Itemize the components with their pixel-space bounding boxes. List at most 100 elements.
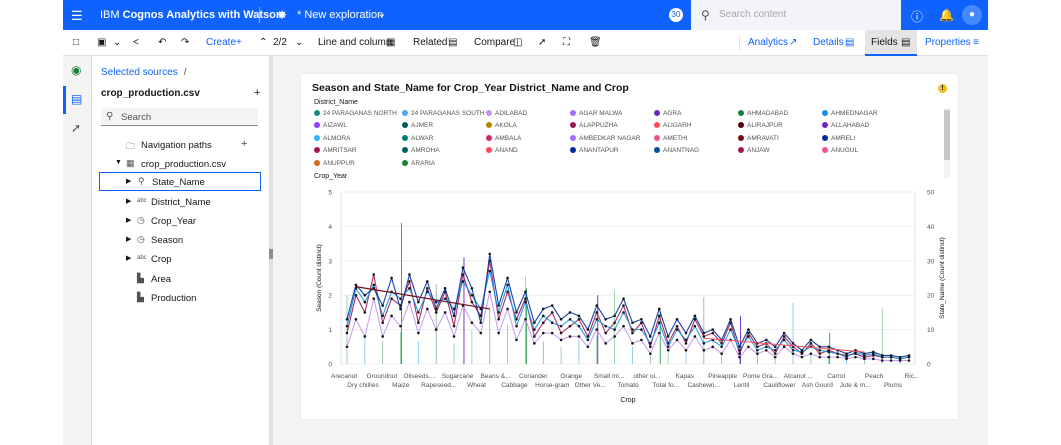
- legend-item[interactable]: AHMEDNAGAR: [822, 110, 878, 117]
- pin-panel-icon[interactable]: ➚: [71, 121, 82, 135]
- tree-item-crop[interactable]: ▶ abc Crop: [92, 250, 269, 269]
- fields-icon[interactable]: ▤: [901, 37, 911, 48]
- create-plus-icon[interactable]: +: [236, 37, 242, 48]
- caret-down-icon[interactable]: ▼: [115, 159, 122, 166]
- legend-item[interactable]: ALIRAJPUR: [738, 122, 783, 129]
- legend-item[interactable]: AIZAWL: [314, 122, 347, 129]
- help-icon[interactable]: ⓘ: [911, 10, 924, 24]
- compare-button[interactable]: Compare: [474, 37, 516, 48]
- properties-icon[interactable]: ≡: [973, 37, 979, 48]
- splitter-grip[interactable]: [269, 249, 273, 259]
- data-panel-icon[interactable]: ▤: [71, 92, 83, 106]
- search-input[interactable]: Search content: [719, 9, 787, 20]
- legend-item[interactable]: AGRA: [654, 110, 681, 117]
- notification-badge[interactable]: 30: [669, 8, 683, 22]
- legend-scrollbar-thumb[interactable]: [944, 110, 950, 160]
- tree-item-district-name[interactable]: ▶ abc District_Name: [92, 193, 269, 212]
- visualization-type-button[interactable]: Line and column: [318, 37, 392, 48]
- tree-item-area[interactable]: ▙ Area: [92, 270, 269, 289]
- panel-splitter[interactable]: [269, 56, 273, 445]
- caret-right-icon[interactable]: ▶: [126, 178, 132, 185]
- legend-item[interactable]: 24 PARAGANAS SOUTH: [402, 110, 485, 117]
- tree-item-state-name[interactable]: ▶ ⚲ State_Name: [99, 172, 261, 191]
- chevron-up-icon[interactable]: ⌃: [259, 37, 268, 48]
- redo-icon[interactable]: ↷: [181, 37, 190, 48]
- legend-item[interactable]: ANANTNAG: [654, 147, 699, 154]
- save-menu-chevron-icon[interactable]: ⌄: [113, 37, 122, 48]
- legend-item[interactable]: AMBALA: [486, 134, 521, 142]
- chevron-down-icon[interactable]: ⌄: [377, 8, 387, 20]
- tree-item-season[interactable]: ▶ ◷ Season: [92, 231, 269, 250]
- chart-type-icon[interactable]: ▦: [386, 37, 396, 48]
- caret-right-icon[interactable]: ▶: [126, 255, 132, 262]
- x-tick-label: Beans &...: [480, 373, 510, 380]
- hamburger-menu-icon[interactable]: ☰: [71, 8, 83, 23]
- legend-item[interactable]: ADILABAD: [486, 110, 527, 117]
- share-icon[interactable]: <: [133, 37, 139, 48]
- bell-icon[interactable]: 🔔: [939, 8, 954, 22]
- legend-item[interactable]: ANANTAPUR: [570, 147, 619, 154]
- analytics-icon[interactable]: ↗: [789, 37, 798, 48]
- exploration-title[interactable]: * New exploration: [297, 9, 384, 21]
- legend-item[interactable]: ALMORA: [314, 134, 350, 142]
- chevron-down-icon[interactable]: ⌄: [295, 37, 304, 48]
- details-icon[interactable]: ▤: [845, 37, 855, 48]
- caret-right-icon[interactable]: ▶: [126, 217, 132, 224]
- tab-fields[interactable]: Fields: [871, 37, 898, 48]
- legend-item[interactable]: ALWAR: [402, 134, 433, 142]
- tab-properties[interactable]: Properties: [925, 37, 971, 48]
- panel-search[interactable]: ⚲ Search: [101, 108, 258, 126]
- tree-item-navigation-paths[interactable]: 🗀 Navigation paths +: [92, 136, 269, 155]
- add-navigation-path-icon[interactable]: +: [241, 138, 248, 150]
- pin-icon[interactable]: ➚: [538, 37, 547, 48]
- legend-item[interactable]: ANAND: [486, 147, 518, 154]
- related-icon[interactable]: ▤: [448, 37, 458, 48]
- panel-search-input[interactable]: Search: [121, 112, 152, 123]
- legend-item[interactable]: AJMER: [402, 122, 433, 129]
- x-tick-label: Jute & m...: [840, 382, 871, 389]
- related-button[interactable]: Related: [413, 37, 448, 48]
- breadcrumb-selected-sources[interactable]: Selected sources: [101, 67, 178, 78]
- undo-icon[interactable]: ↶: [158, 37, 167, 48]
- legend-item[interactable]: AHMADABAD: [738, 110, 788, 117]
- data-point: [399, 297, 402, 300]
- legend-item[interactable]: ANUGUL: [822, 147, 858, 154]
- y-tick-right: 20: [927, 293, 935, 300]
- legend-scrollbar[interactable]: [944, 108, 950, 178]
- caret-right-icon[interactable]: ▶: [126, 198, 132, 205]
- tree-item-source-table[interactable]: ▼ ▦ crop_production.csv: [92, 155, 269, 174]
- legend-item[interactable]: AMRAVATI: [738, 134, 779, 142]
- user-avatar-icon[interactable]: ●: [962, 5, 982, 25]
- legend-item[interactable]: AMRITSAR: [314, 147, 357, 154]
- legend-item[interactable]: ARARIA: [402, 159, 435, 167]
- legend-item[interactable]: AMROHA: [402, 147, 440, 154]
- legend-item[interactable]: AGAR MALWA: [570, 110, 622, 117]
- warning-icon[interactable]: !: [938, 84, 947, 93]
- delete-icon[interactable]: 🗑: [589, 37, 602, 48]
- legend-item[interactable]: AMETHI: [654, 134, 688, 142]
- comment-icon[interactable]: □: [73, 37, 80, 48]
- tab-analytics[interactable]: Analytics: [748, 37, 789, 48]
- legend-item[interactable]: AKOLA: [486, 122, 517, 129]
- legend-item[interactable]: AMBEDKAR NAGAR: [570, 134, 640, 142]
- legend-item[interactable]: ANJAW: [738, 147, 770, 154]
- caret-right-icon[interactable]: ▶: [126, 236, 132, 243]
- tab-details[interactable]: Details: [813, 37, 844, 48]
- legend-item[interactable]: 24 PARAGANAS NORTH: [314, 110, 397, 117]
- legend-item[interactable]: ALIGARH: [654, 122, 692, 129]
- legend-item[interactable]: ANUPPUR: [314, 159, 355, 167]
- legend-item[interactable]: ALAPPUZHA: [570, 122, 618, 129]
- legend-item[interactable]: AMRELI: [822, 134, 855, 142]
- tree-item-crop-year[interactable]: ▶ ◷ Crop_Year: [92, 212, 269, 231]
- tree-item-production[interactable]: ▙ Production: [92, 289, 269, 308]
- compare-icon[interactable]: ◫: [513, 37, 523, 48]
- create-button[interactable]: Create: [206, 37, 237, 48]
- save-icon[interactable]: ▣: [97, 37, 107, 48]
- search-bar[interactable]: ⚲ Search content: [691, 0, 901, 30]
- expand-icon[interactable]: ⛶: [563, 37, 570, 48]
- visualization-card[interactable]: Season and State_Name for Crop_Year Dist…: [301, 74, 958, 419]
- data-sources-icon[interactable]: ◉: [71, 63, 82, 77]
- legend-item[interactable]: ALLAHABAD: [822, 122, 869, 129]
- add-source-icon[interactable]: +: [254, 87, 261, 99]
